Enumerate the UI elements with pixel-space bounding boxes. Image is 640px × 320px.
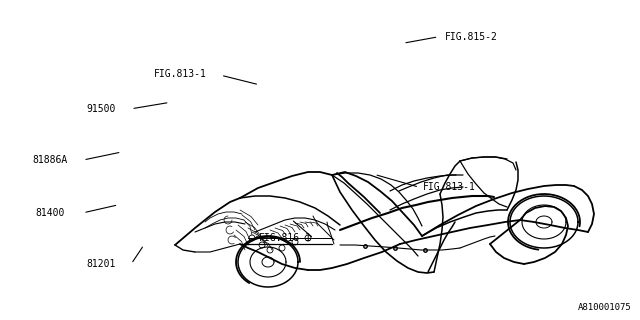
Text: 91500: 91500 bbox=[86, 104, 116, 114]
Text: 81400: 81400 bbox=[35, 208, 65, 218]
Text: FIG.815-2: FIG.815-2 bbox=[445, 32, 498, 42]
Text: A810001075: A810001075 bbox=[579, 303, 632, 312]
Text: 81886A: 81886A bbox=[32, 155, 67, 165]
Text: FIG.813-1: FIG.813-1 bbox=[422, 182, 476, 192]
Text: FIG.816-1: FIG.816-1 bbox=[259, 233, 312, 244]
Text: FIG.813-1: FIG.813-1 bbox=[154, 68, 207, 79]
Text: 81201: 81201 bbox=[86, 259, 116, 269]
